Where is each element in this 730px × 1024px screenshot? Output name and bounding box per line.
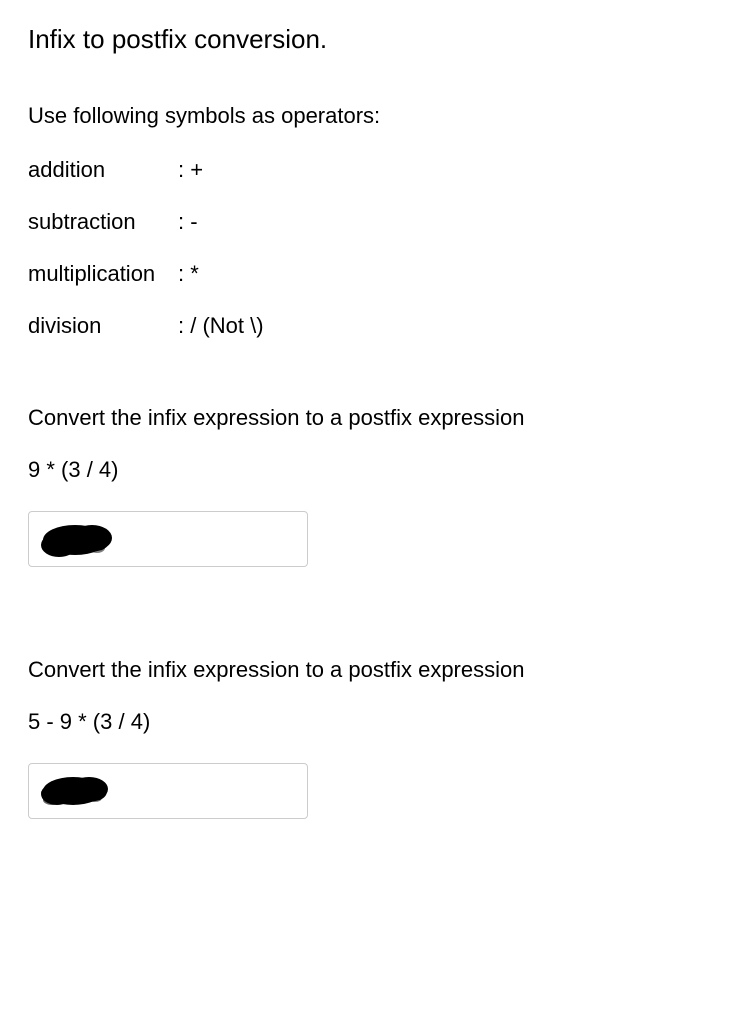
infix-expression: 9 * (3 / 4) [28,457,702,483]
redaction-scribble-icon [37,772,125,812]
answer-input[interactable] [28,763,308,819]
operator-row-addition: addition : + [28,157,702,183]
operator-label: subtraction [28,209,178,235]
question-block-2: Convert the infix expression to a postfi… [28,657,702,819]
operator-label: addition [28,157,178,183]
operator-label: multiplication [28,261,178,287]
operator-label: division [28,313,178,339]
operator-symbol: : * [178,261,199,287]
operator-row-multiplication: multiplication : * [28,261,702,287]
operator-row-division: division : / (Not \) [28,313,702,339]
operator-symbol: : - [178,209,198,235]
operator-row-subtraction: subtraction : - [28,209,702,235]
answer-input[interactable] [28,511,308,567]
operator-instruction: Use following symbols as operators: [28,103,702,129]
question-block-1: Convert the infix expression to a postfi… [28,405,702,567]
operator-symbol: : + [178,157,203,183]
infix-expression: 5 - 9 * (3 / 4) [28,709,702,735]
question-prompt: Convert the infix expression to a postfi… [28,657,702,683]
operator-symbol: : / (Not \) [178,313,264,339]
page-title: Infix to postfix conversion. [28,24,702,55]
question-prompt: Convert the infix expression to a postfi… [28,405,702,431]
redaction-scribble-icon [37,520,127,562]
